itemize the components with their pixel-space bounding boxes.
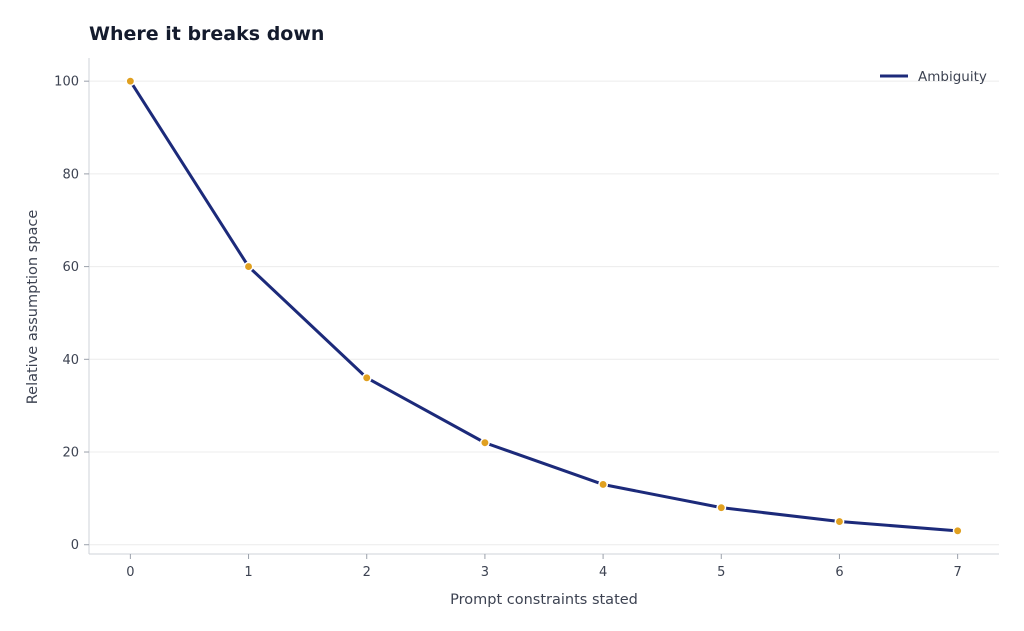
x-tick-label-3: 3 xyxy=(481,565,489,580)
x-tick-label-4: 4 xyxy=(599,565,607,580)
x-tick-label-5: 5 xyxy=(717,565,725,580)
legend-label-ambiguity: Ambiguity xyxy=(918,69,987,85)
data-point-0-1 xyxy=(243,261,254,272)
x-tick-label-7: 7 xyxy=(953,565,961,580)
data-point-0-6 xyxy=(834,516,845,527)
x-tick-label-2: 2 xyxy=(363,565,371,580)
y-tick-label-0: 0 xyxy=(71,538,79,553)
data-point-0-2 xyxy=(361,372,372,383)
data-point-0-4 xyxy=(598,479,609,490)
x-axis-ticks: 0 1 2 3 4 5 6 7 xyxy=(126,554,962,580)
y-tick-label-3: 60 xyxy=(62,260,79,275)
grid-lines xyxy=(89,80,999,546)
x-tick-label-0: 0 xyxy=(126,565,134,580)
y-tick-label-5: 100 xyxy=(54,75,79,90)
axes xyxy=(88,58,999,555)
data-point-0-3 xyxy=(479,437,490,448)
y-axis-ticks: 0 20 40 60 80 100 xyxy=(54,75,89,553)
y-axis-label: Relative assumption space xyxy=(25,210,41,405)
chart-title: Where it breaks down xyxy=(89,23,324,45)
x-tick-label-1: 1 xyxy=(244,565,252,580)
y-tick-label-2: 40 xyxy=(62,353,79,368)
x-axis-label: Prompt constraints stated xyxy=(450,592,638,608)
data-point-0-0 xyxy=(125,76,136,87)
legend: Ambiguity xyxy=(880,69,987,85)
data-point-0-7 xyxy=(952,525,963,536)
y-tick-label-4: 80 xyxy=(62,167,79,182)
data-point-0-5 xyxy=(716,502,727,513)
series-line-0 xyxy=(128,79,960,533)
series-layer xyxy=(125,76,963,536)
y-tick-label-1: 20 xyxy=(62,446,79,461)
x-tick-label-6: 6 xyxy=(835,565,843,580)
